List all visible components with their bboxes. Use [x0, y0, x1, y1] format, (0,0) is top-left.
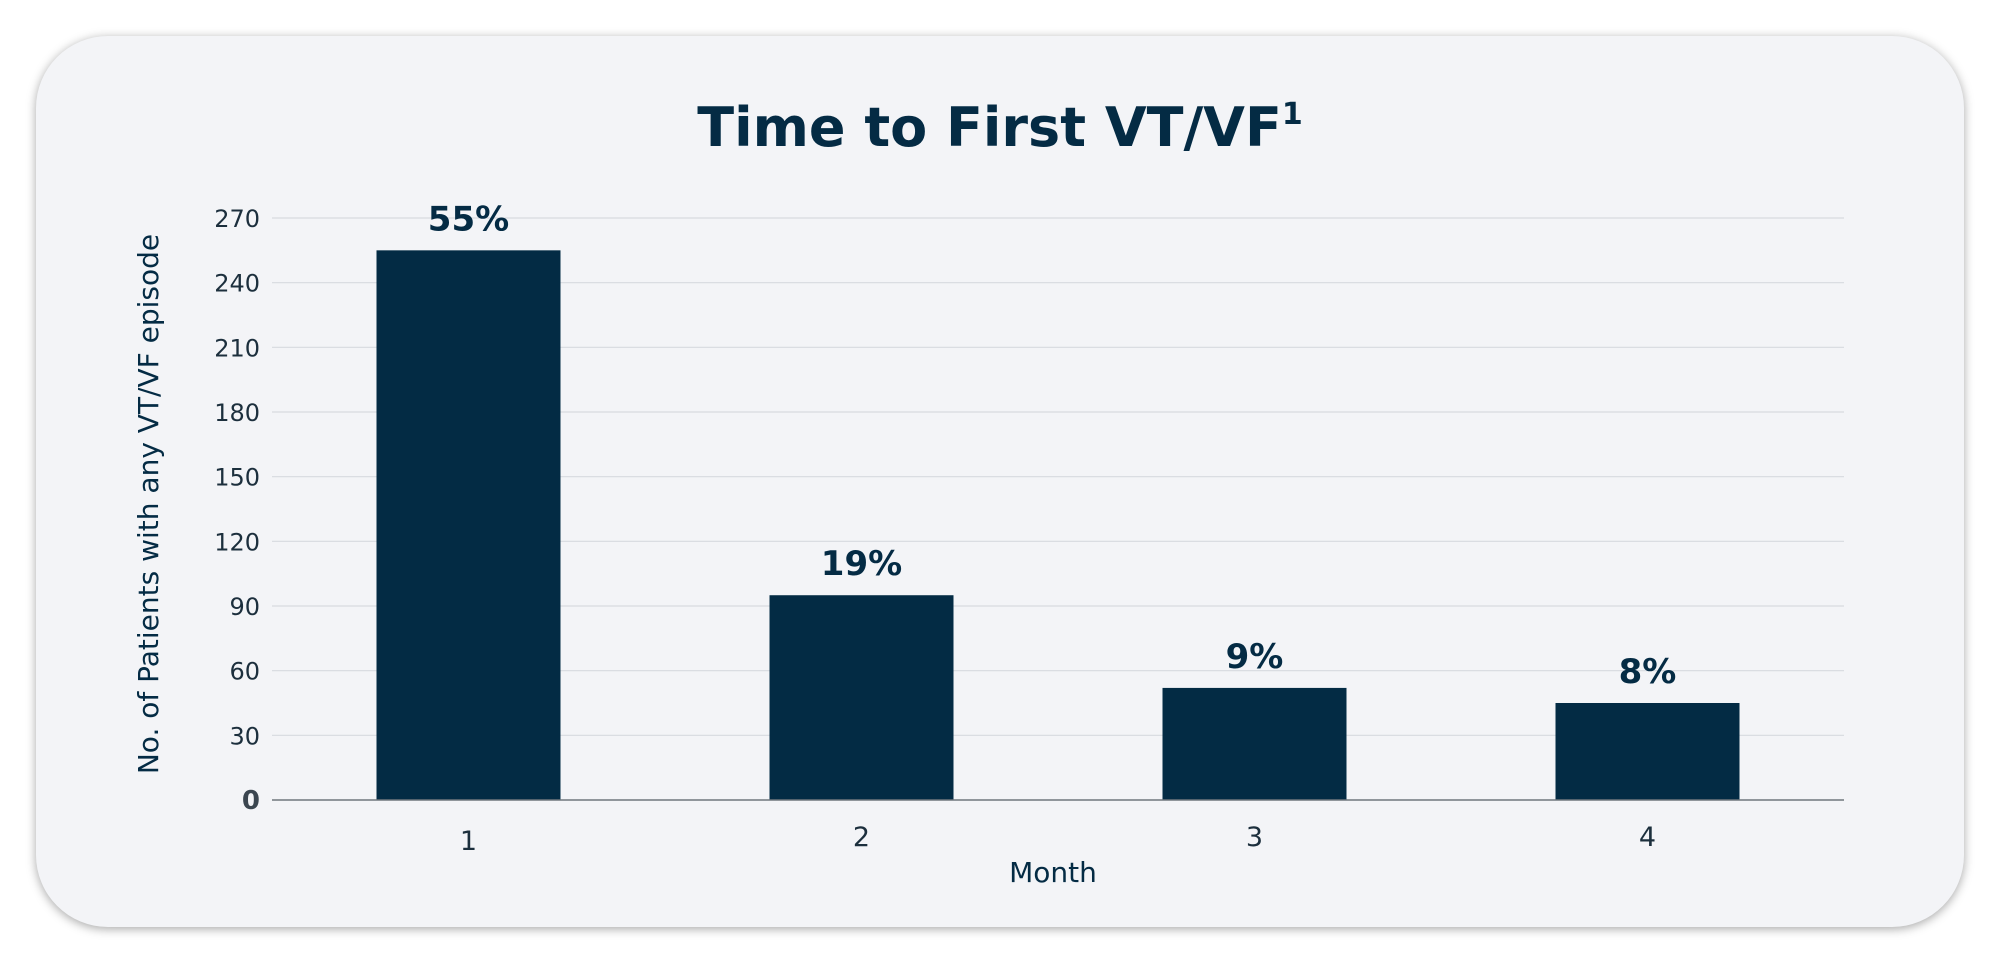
x-axis-ticks: 1 2 3 4	[460, 822, 1656, 857]
y-tick-label-180: 180	[214, 399, 260, 427]
data-labels: 55% 19% 9% 8%	[428, 199, 1677, 692]
y-tick-label-120: 120	[214, 528, 260, 556]
chart-title: Time to First VT/VF1	[697, 96, 1302, 159]
bar-month-3	[1162, 687, 1347, 800]
x-tick-label-3: 3	[1246, 822, 1263, 853]
data-label-month-2: 19%	[821, 544, 902, 584]
y-tick-label-270: 270	[214, 205, 260, 233]
chart-title-text: Time to First VT/VF	[697, 96, 1282, 159]
x-tick-label-2: 2	[853, 822, 870, 853]
data-label-month-1: 55%	[428, 199, 509, 239]
data-label-month-3: 9%	[1226, 637, 1284, 677]
x-tick-label-1: 1	[460, 826, 477, 857]
chart-title-superscript: 1	[1282, 97, 1303, 132]
x-tick-label-4: 4	[1639, 822, 1656, 853]
y-tick-label-60: 60	[229, 658, 260, 686]
y-tick-label-240: 240	[214, 270, 260, 298]
bar-month-2	[769, 595, 954, 800]
y-tick-label-0: 0	[242, 786, 260, 816]
bars	[376, 250, 1740, 801]
bar-month-1	[376, 250, 561, 801]
bar-month-4	[1555, 703, 1740, 800]
y-tick-label-30: 30	[229, 722, 260, 750]
y-tick-label-90: 90	[229, 593, 260, 621]
y-tick-label-210: 210	[214, 334, 260, 362]
y-axis-ticks: 0 30 60 90 120 150 180 210 240 270	[214, 205, 260, 816]
y-axis-label: No. of Patients with any VT/VF episode	[132, 234, 165, 774]
data-label-month-4: 8%	[1619, 652, 1677, 692]
x-axis-label: Month	[1009, 856, 1097, 889]
y-tick-label-150: 150	[214, 464, 260, 492]
